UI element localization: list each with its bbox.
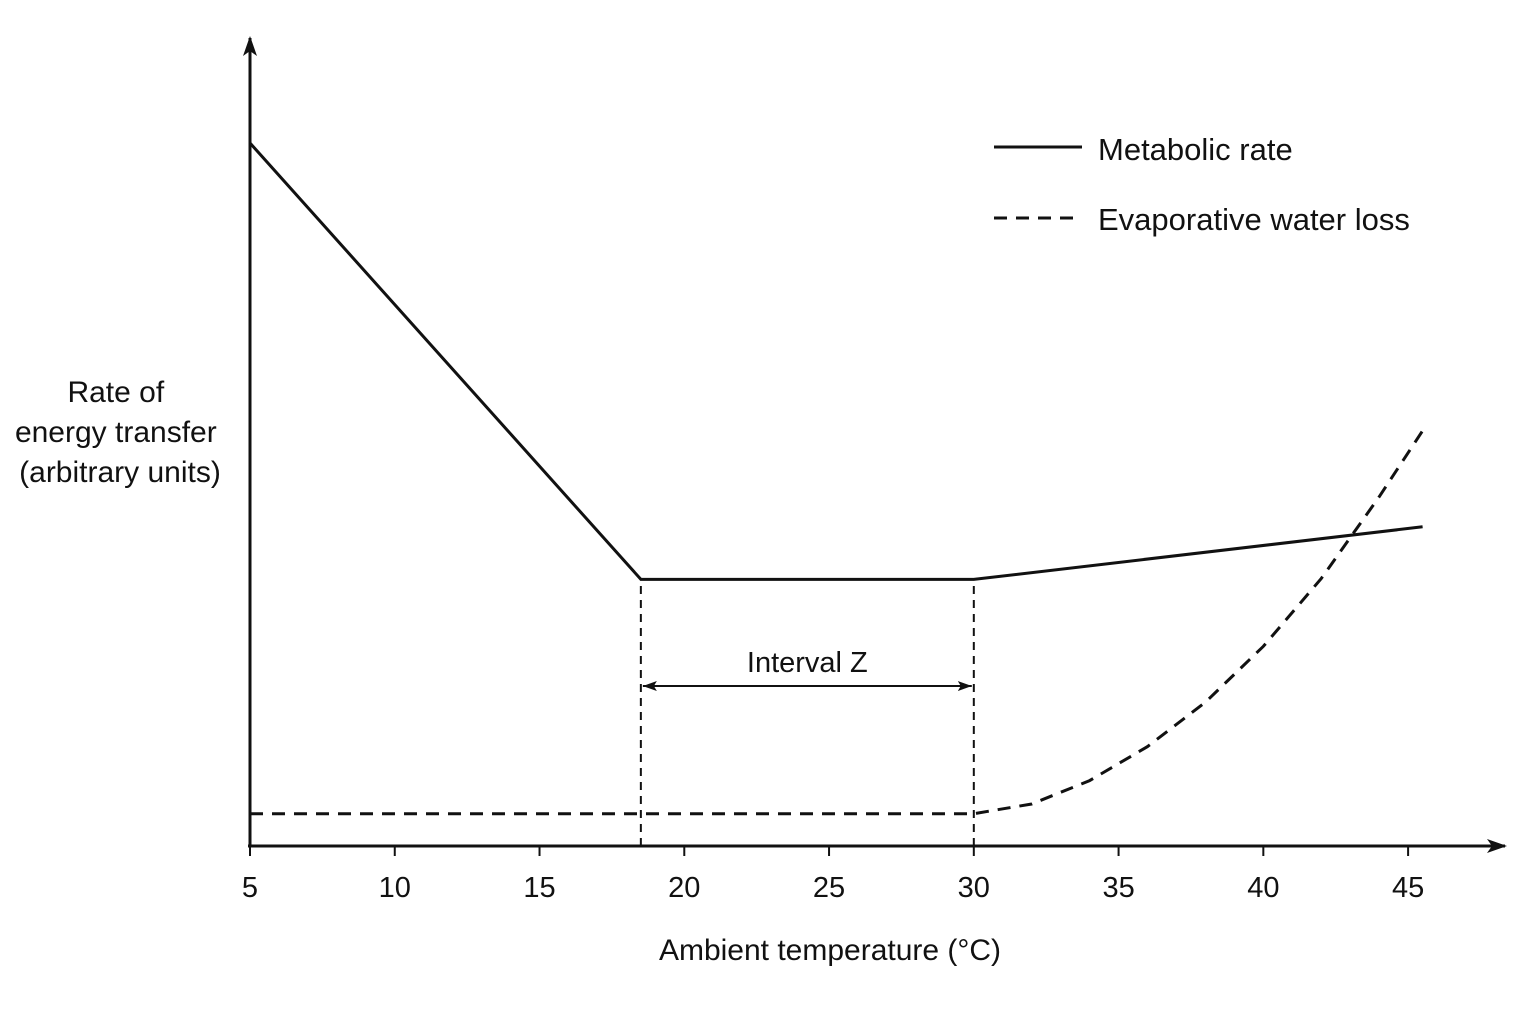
x-tick-label-10: 10 (379, 872, 411, 904)
x-tick-label-20: 20 (668, 872, 700, 904)
x-ticks (249, 846, 1410, 856)
x-tick-label-25: 25 (813, 872, 845, 904)
evaporative-water-loss-line (250, 429, 1424, 816)
interval-z-label: Interval Z (747, 647, 868, 679)
y-axis-title-line-2: energy transfer (15, 416, 217, 449)
metabolic-rate-line (248, 141, 1423, 581)
y-axis-title: Rate of energy transfer (arbitrary units… (15, 376, 225, 489)
x-tick-labels: 5 10 15 20 25 30 35 40 45 (242, 872, 1424, 904)
y-axis-title-line-1: Rate of (67, 376, 164, 409)
x-axis-title: Ambient temperature (°C) (659, 934, 1001, 967)
legend-label-evaporative-water-loss: Evaporative water loss (1098, 202, 1410, 237)
y-axis-title-line-3: (arbitrary units) (19, 456, 221, 489)
x-tick-label-30: 30 (958, 872, 990, 904)
legend: Metabolic rate Evaporative water loss (994, 132, 1410, 237)
x-tick-label-5: 5 (242, 872, 258, 904)
legend-label-metabolic-rate: Metabolic rate (1098, 132, 1293, 167)
x-tick-label-35: 35 (1102, 872, 1134, 904)
x-tick-label-45: 45 (1392, 872, 1424, 904)
x-tick-label-40: 40 (1247, 872, 1279, 904)
x-tick-label-15: 15 (523, 872, 555, 904)
